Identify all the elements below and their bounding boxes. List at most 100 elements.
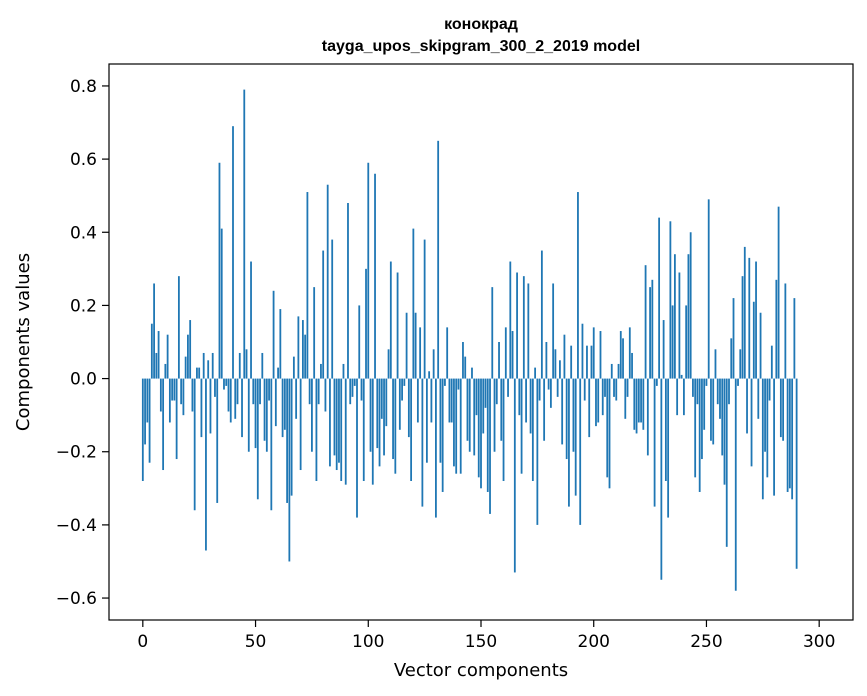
bar-17 — [180, 378, 183, 405]
bar-171 — [527, 283, 530, 379]
bar-217 — [631, 352, 633, 379]
bar-37 — [225, 378, 228, 386]
bar-203 — [599, 331, 602, 379]
bar-191 — [572, 378, 575, 452]
bar-244 — [692, 378, 694, 397]
bar-82 — [326, 184, 329, 379]
bar-51 — [256, 378, 259, 500]
bar-182 — [552, 283, 555, 379]
bar-230 — [660, 378, 663, 580]
bar-84 — [331, 239, 334, 379]
bar-76 — [313, 287, 316, 379]
bar-262 — [732, 298, 735, 379]
bar-264 — [737, 378, 739, 386]
bar-23 — [193, 378, 196, 511]
bar-86 — [335, 378, 338, 471]
bar-281 — [775, 279, 778, 379]
bar-251 — [707, 199, 710, 379]
bar-63 — [283, 378, 286, 430]
bar-283 — [779, 378, 782, 438]
bar-121 — [414, 312, 417, 379]
bar-206 — [606, 378, 609, 478]
bar-69 — [297, 316, 300, 379]
bar-87 — [338, 378, 340, 463]
bar-220 — [637, 378, 640, 423]
bar-80 — [322, 250, 325, 379]
bar-260 — [728, 378, 730, 405]
bar-193 — [577, 192, 579, 379]
bar-88 — [340, 378, 343, 481]
bar-26 — [200, 378, 203, 438]
bar-109 — [387, 349, 390, 379]
x-tick-label: 200 — [578, 632, 610, 652]
bar-101 — [369, 378, 372, 452]
bar-124 — [421, 378, 424, 507]
bar-50 — [254, 378, 257, 449]
bar-103 — [374, 173, 376, 379]
bar-237 — [676, 378, 679, 416]
bar-165 — [513, 378, 516, 573]
bar-81 — [324, 378, 327, 412]
bar-15 — [175, 378, 178, 460]
bar-29 — [207, 360, 210, 379]
bar-11 — [166, 334, 169, 379]
bar-254 — [714, 349, 717, 379]
bar-218 — [633, 378, 636, 430]
bar-44 — [241, 378, 243, 438]
bar-24 — [196, 367, 198, 379]
bar-145 — [468, 378, 471, 452]
bar-248 — [701, 378, 703, 460]
bar-14 — [173, 378, 176, 401]
y-tick-label: 0.6 — [70, 150, 97, 170]
bar-243 — [689, 232, 692, 379]
bar-213 — [622, 338, 624, 379]
bar-265 — [739, 349, 742, 379]
bar-168 — [520, 378, 523, 474]
bar-161 — [504, 327, 507, 379]
bar-46 — [245, 349, 248, 379]
bar-31 — [211, 352, 214, 379]
bar-163 — [509, 261, 512, 379]
bar-273 — [757, 378, 760, 419]
bar-172 — [529, 378, 532, 434]
bar-113 — [396, 272, 399, 379]
bar-130 — [435, 378, 437, 518]
bar-65 — [288, 378, 291, 562]
bar-92 — [349, 378, 352, 405]
bar-series — [141, 89, 798, 591]
bar-247 — [698, 378, 701, 492]
bar-89 — [342, 363, 345, 379]
bar-225 — [649, 287, 651, 379]
bar-271 — [752, 301, 755, 379]
bar-210 — [615, 378, 618, 401]
bar-68 — [295, 378, 298, 419]
bar-52 — [259, 378, 261, 405]
bar-128 — [430, 378, 433, 423]
bar-222 — [642, 378, 645, 430]
bar-96 — [358, 305, 361, 379]
bar-207 — [608, 378, 611, 489]
bar-56 — [268, 378, 270, 401]
bar-143 — [464, 356, 467, 379]
y-tick-label: −0.6 — [56, 589, 97, 609]
bar-105 — [378, 378, 381, 467]
bar-174 — [534, 367, 537, 379]
bar-184 — [556, 378, 559, 397]
bar-111 — [392, 378, 394, 460]
bar-156 — [493, 378, 496, 452]
bar-125 — [423, 239, 426, 379]
bar-35 — [220, 228, 223, 379]
bar-241 — [685, 305, 688, 379]
bar-279 — [770, 345, 773, 379]
bar-209 — [613, 378, 615, 397]
bar-146 — [471, 367, 473, 379]
bar-79 — [320, 363, 322, 379]
bar-190 — [570, 345, 573, 379]
y-axis: −0.6 −0.4 −0.2 0.0 0.2 0.4 0.6 0.8 — [56, 77, 109, 609]
bar-122 — [416, 378, 419, 423]
bar-129 — [432, 349, 435, 379]
bar-6 — [155, 352, 158, 379]
bar-215 — [626, 378, 629, 397]
bar-181 — [549, 378, 552, 408]
